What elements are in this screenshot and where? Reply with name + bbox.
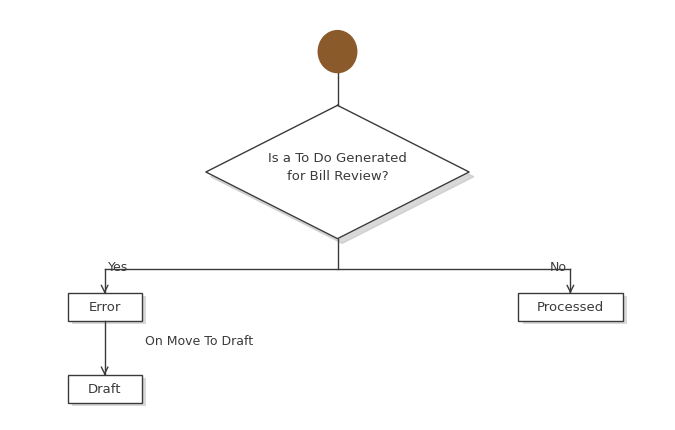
Text: Is a To Do Generated
for Bill Review?: Is a To Do Generated for Bill Review?	[268, 152, 407, 183]
Polygon shape	[211, 110, 474, 243]
Text: No: No	[550, 261, 567, 274]
Ellipse shape	[319, 31, 356, 72]
Text: Draft: Draft	[88, 383, 122, 396]
Text: Processed: Processed	[537, 301, 604, 314]
FancyBboxPatch shape	[72, 297, 146, 325]
FancyBboxPatch shape	[68, 375, 142, 403]
FancyBboxPatch shape	[518, 294, 622, 322]
Text: Yes: Yes	[108, 261, 128, 274]
FancyBboxPatch shape	[68, 294, 142, 322]
FancyBboxPatch shape	[522, 297, 628, 325]
FancyBboxPatch shape	[72, 378, 146, 406]
Text: On Move To Draft: On Move To Draft	[145, 335, 253, 348]
Text: Error: Error	[88, 301, 121, 314]
Polygon shape	[206, 105, 469, 239]
